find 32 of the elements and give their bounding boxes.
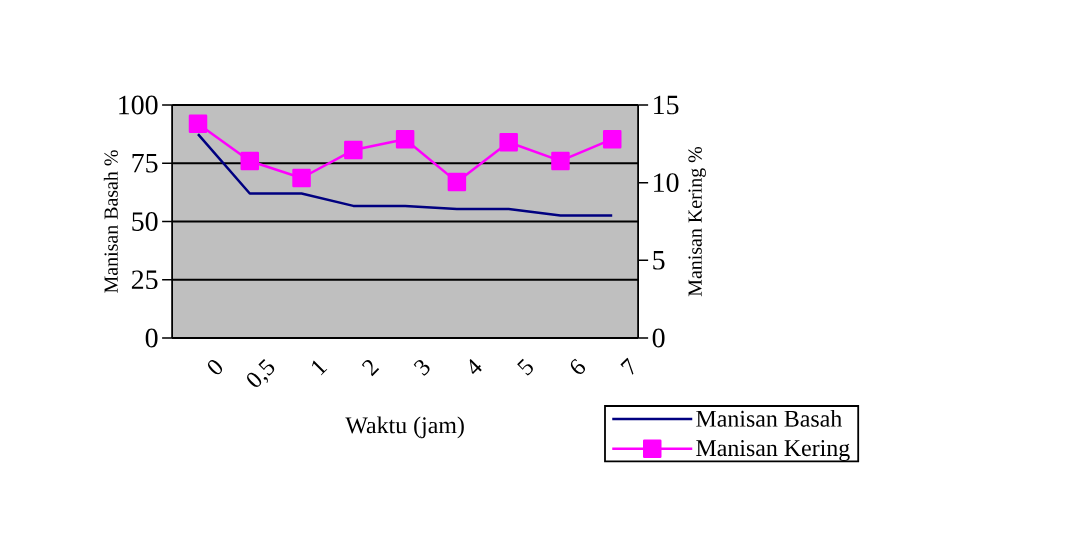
legend-label: Manisan Basah	[696, 409, 842, 427]
x-tick-label: 7	[620, 357, 634, 375]
x-axis-title: Waktu (jam)	[345, 416, 464, 439]
y2-tick-label: 10	[654, 173, 679, 193]
x-tick-label: 3	[413, 359, 430, 376]
x-tick-label: 4	[469, 359, 482, 375]
point	[395, 129, 415, 149]
point	[344, 140, 363, 160]
y-tick-label: 100	[119, 95, 158, 115]
x-tick-label: 2	[361, 360, 380, 377]
y-tick-label: 25	[131, 270, 158, 290]
y2-tick-label: 5	[653, 251, 665, 270]
point	[240, 151, 260, 171]
point	[447, 172, 467, 192]
point	[602, 129, 622, 149]
y-tick-label: 75	[132, 153, 158, 173]
y2-tick-label: 0	[652, 328, 665, 348]
x-tick-label: 0	[207, 360, 223, 375]
y-axis-title: Manisan Basah %	[103, 150, 118, 293]
legend-label: Manisan Kering	[696, 440, 850, 462]
y-tick-label: 50	[132, 212, 158, 231]
x-tick-label: 6	[570, 358, 586, 374]
x-tick-label: 1	[312, 360, 328, 376]
y2-tick-label: 15	[654, 95, 679, 115]
y2-axis-title: Manisan Kering %	[688, 146, 706, 297]
x-tick-label: 0,5	[247, 358, 275, 387]
point	[499, 133, 518, 152]
point	[292, 168, 311, 188]
y-tick-label: 0	[145, 328, 158, 348]
point	[551, 151, 570, 171]
point	[188, 114, 208, 133]
x-tick-label: 5	[517, 358, 533, 376]
